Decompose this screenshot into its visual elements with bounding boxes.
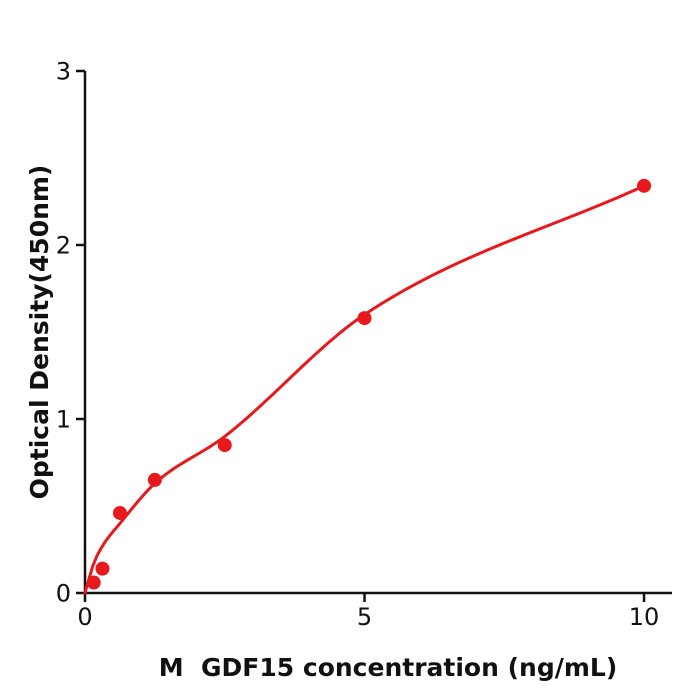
y-tick-label: 1 — [56, 405, 71, 433]
x-tick-label: 10 — [629, 603, 660, 631]
fit-curve-path — [83, 184, 646, 595]
data-point-marker — [637, 178, 652, 193]
y-axis-title: Optical Density(450nm) — [25, 165, 54, 500]
data-point-marker — [147, 472, 162, 487]
data-point-marker — [112, 505, 127, 520]
y-tick-label: 3 — [56, 57, 71, 85]
data-point-marker — [357, 311, 372, 326]
data-point-marker — [217, 438, 232, 453]
plot-area: 0 5 10 0 1 2 3 — [56, 57, 672, 631]
data-point-marker — [86, 575, 101, 590]
x-tick-label: 5 — [357, 603, 372, 631]
y-tick-label: 0 — [56, 579, 71, 607]
y-tick-label: 2 — [56, 231, 71, 259]
x-axis-title: M GDF15 concentration (ng/mL) — [159, 653, 618, 682]
x-tick-label: 0 — [77, 603, 92, 631]
data-point-marker — [95, 561, 110, 576]
